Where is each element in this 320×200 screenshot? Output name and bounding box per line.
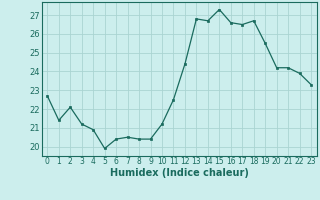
X-axis label: Humidex (Indice chaleur): Humidex (Indice chaleur) <box>110 168 249 178</box>
